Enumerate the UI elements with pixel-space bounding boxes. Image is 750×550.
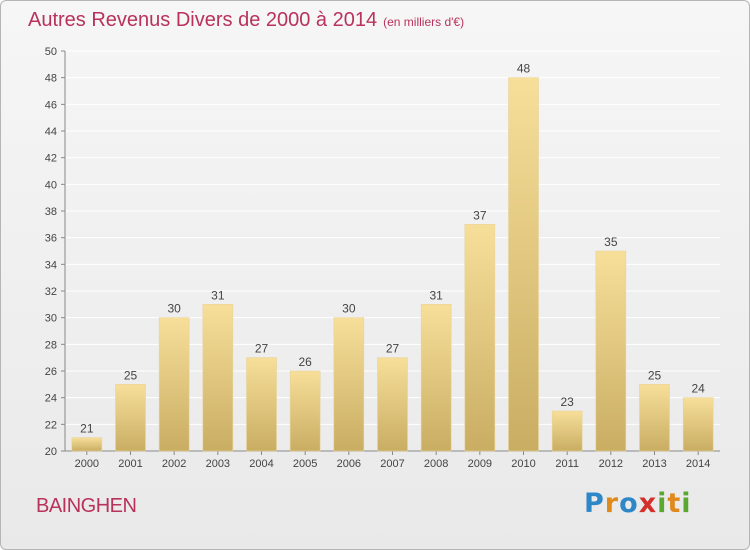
x-tick-label: 2008 [424, 458, 448, 470]
x-tick-label: 2007 [380, 458, 404, 470]
bar [202, 304, 234, 452]
logo-letter: t [667, 488, 682, 519]
bar-value-label: 26 [298, 355, 312, 369]
y-tick-label: 26 [45, 366, 57, 378]
bar-value-label: 31 [211, 288, 225, 302]
bar [333, 317, 365, 452]
y-tick-label: 34 [45, 259, 57, 271]
bar [464, 224, 496, 452]
bar [551, 410, 583, 452]
bar [508, 77, 539, 452]
y-tick-label: 20 [45, 446, 57, 458]
y-tick-label: 46 [45, 99, 57, 111]
chart-unit-note: (en milliers d'€) [383, 15, 465, 29]
x-tick-label: 2001 [118, 458, 142, 470]
bar [115, 384, 146, 452]
x-tick-label: 2009 [468, 458, 492, 470]
y-tick-label: 38 [45, 206, 57, 218]
y-tick-label: 30 [45, 313, 57, 325]
x-tick-label: 2002 [162, 458, 186, 470]
x-tick-label: 2005 [293, 458, 317, 470]
y-tick-label: 32 [45, 286, 57, 298]
bar [246, 357, 277, 452]
x-tick-label: 2006 [337, 458, 361, 470]
bar-value-label: 25 [648, 368, 662, 382]
x-tick-label: 2013 [642, 458, 666, 470]
bar-value-label: 21 [80, 422, 94, 436]
bar-value-label: 30 [167, 302, 181, 316]
bar-value-label: 23 [560, 395, 574, 409]
bar-value-label: 27 [255, 342, 269, 356]
y-tick-label: 28 [45, 339, 57, 351]
logo-letter: r [604, 488, 620, 519]
x-tick-label: 2004 [249, 458, 273, 470]
bar-value-label: 35 [604, 235, 618, 249]
y-tick-label: 48 [45, 73, 57, 85]
labels: 20 22 24 26 28 30 32 34 36 38 40 42 44 46 48 50 21 2000 25… [45, 46, 711, 470]
y-tick-label: 42 [45, 153, 57, 165]
proxiti-logo[interactable]: Proxiti [584, 488, 692, 519]
x-tick-label: 2012 [599, 458, 623, 470]
bar-value-label: 31 [429, 288, 443, 302]
commune-name: BAINGHEN [36, 495, 137, 517]
bar [377, 357, 408, 452]
bar-value-label: 24 [691, 382, 705, 396]
bar-value-label: 27 [386, 342, 400, 356]
x-tick-label: 2014 [686, 458, 710, 470]
y-tick-label: 40 [45, 179, 57, 191]
bar-value-label: 37 [473, 208, 487, 222]
bar-value-label: 25 [124, 368, 138, 382]
x-tick-label: 2003 [206, 458, 230, 470]
logo-letter: P [584, 488, 605, 519]
y-tick-label: 44 [45, 126, 57, 138]
bars [71, 77, 714, 452]
bar [420, 304, 452, 452]
logo-letter: i [657, 488, 668, 519]
bar [71, 437, 103, 452]
bar [289, 370, 321, 452]
y-tick-label: 50 [45, 46, 57, 58]
y-tick-label: 24 [45, 393, 57, 405]
x-tick-label: 2011 [555, 458, 579, 470]
logo-letter: i [681, 488, 692, 519]
y-tick-label: 22 [45, 419, 57, 431]
chart-title: Autres Revenus Divers de 2000 à 2014 (en … [28, 9, 464, 32]
bar [158, 317, 190, 452]
y-tick-label: 36 [45, 233, 57, 245]
bar-value-label: 30 [342, 302, 356, 316]
x-tick-label: 2000 [75, 458, 99, 470]
bar-value-label: 48 [517, 62, 531, 76]
chart-title-text: Autres Revenus Divers de 2000 à 2014 [28, 9, 378, 31]
x-tick-label: 2010 [511, 458, 535, 470]
logo-letter: x [638, 488, 658, 519]
bar [682, 397, 714, 452]
logo-letter: o [619, 488, 639, 519]
bar [595, 250, 627, 452]
bar [639, 384, 670, 452]
